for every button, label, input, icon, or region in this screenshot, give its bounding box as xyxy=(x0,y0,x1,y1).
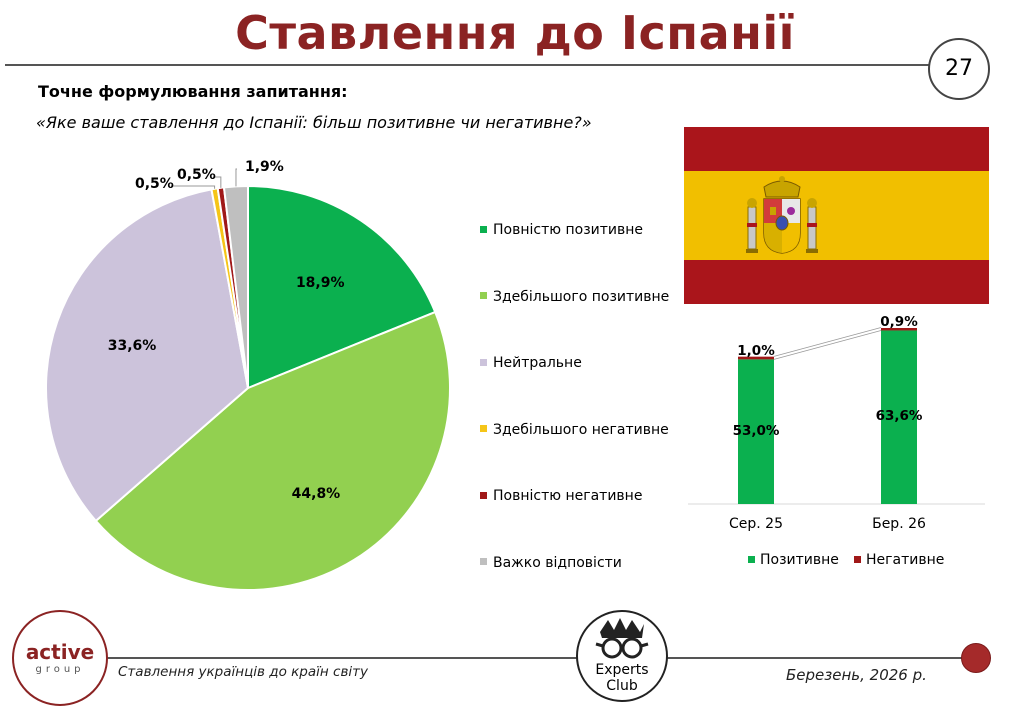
active-group-logo: active group xyxy=(12,610,108,706)
pie-value-label-4: 0,5% xyxy=(135,176,174,192)
logo-word-experts: Experts xyxy=(595,662,649,678)
bar-legend-item-1: Позитивне xyxy=(748,552,839,568)
pie-chart xyxy=(45,168,451,591)
page-number: 27 xyxy=(928,38,990,100)
pie-legend-item-3: Нейтральне xyxy=(480,355,582,371)
legend-swatch xyxy=(480,225,487,233)
bar-value-label-negative-2: 0,9% xyxy=(880,314,918,331)
legend-swatch xyxy=(480,425,487,432)
legend-swatch xyxy=(854,555,861,563)
legend-label: Важко відповісти xyxy=(493,554,622,571)
glasses-face-icon xyxy=(595,618,649,659)
bar-x-tick-label-2: Бер. 26 xyxy=(872,516,926,532)
series-connector-line-2 xyxy=(773,330,882,360)
footer-date: Березень, 2026 р. xyxy=(786,666,927,684)
bar-negative-2 xyxy=(881,328,917,331)
bar-positive-1 xyxy=(738,359,774,504)
legend-label: Позитивне xyxy=(760,552,839,568)
pie-slice-3 xyxy=(45,188,250,523)
pie-value-label-6: 1,9% xyxy=(245,159,284,175)
page-title: Ставлення до Іспанії xyxy=(235,6,795,60)
bar-legend-item-2: Негативне xyxy=(854,552,944,568)
legend-label: Негативне xyxy=(866,552,945,568)
legend-label: Повністю негативне xyxy=(493,488,643,504)
pie-legend-item-6: Важко відповісти xyxy=(480,555,622,571)
bar-chart xyxy=(688,327,985,505)
bar-value-label-positive-2: 63,6% xyxy=(875,408,923,425)
bar-value-label-positive-1: 53,0% xyxy=(732,422,780,439)
header-divider xyxy=(5,64,930,66)
experts-club-logo: Experts Club xyxy=(576,610,668,702)
decorative-dot xyxy=(961,643,991,673)
question-text: «Яке ваше ставлення до Іспанії: більш по… xyxy=(36,113,592,132)
pie-leader-line-6 xyxy=(235,168,237,187)
legend-label: Здебільшого позитивне xyxy=(493,288,670,305)
legend-label: Здебільшого негативне xyxy=(493,421,669,438)
logo-word-group: group xyxy=(35,664,85,675)
pie-legend-item-1: Повністю позитивне xyxy=(480,222,643,238)
legend-swatch xyxy=(748,555,755,563)
coat-of-arms-icon xyxy=(746,176,818,254)
logo-word-club: Club xyxy=(606,678,638,694)
pie-value-label-2: 44,8% xyxy=(291,485,341,502)
bar-x-tick-label-1: Сер. 25 xyxy=(729,516,783,532)
footer-divider xyxy=(95,657,975,659)
pie-value-label-1: 18,9% xyxy=(295,275,345,292)
legend-swatch xyxy=(480,292,487,299)
bar-positive-2 xyxy=(881,330,917,504)
series-connector-line-1 xyxy=(773,327,882,357)
bar-negative-1 xyxy=(738,356,774,360)
pie-slice-6 xyxy=(222,184,249,389)
logo-word-active: active xyxy=(25,640,95,664)
pie-legend-item-4: Здебільшого негативне xyxy=(480,422,669,438)
pie-value-label-3: 33,6% xyxy=(107,337,157,354)
legend-swatch xyxy=(480,558,487,565)
pie-leader-line-5 xyxy=(213,176,222,188)
spain-flag-image xyxy=(684,127,989,304)
pie-value-label-5: 0,5% xyxy=(177,167,216,183)
legend-label: Нейтральне xyxy=(493,355,582,371)
pie-legend-item-5: Повністю негативне xyxy=(480,488,642,504)
pie-leader-line-4 xyxy=(171,185,216,189)
legend-swatch xyxy=(480,358,487,366)
pie-slice-2 xyxy=(94,310,451,591)
question-label: Точне формулювання запитання: xyxy=(38,82,348,101)
pie-slice-1 xyxy=(247,184,437,390)
bar-value-label-negative-1: 1,0% xyxy=(737,343,775,360)
legend-swatch xyxy=(480,491,487,499)
legend-label: Повністю позитивне xyxy=(493,222,644,238)
footer-source-text: Ставлення українців до країн світу xyxy=(118,664,369,680)
pie-legend-item-2: Здебільшого позитивне xyxy=(480,289,669,305)
